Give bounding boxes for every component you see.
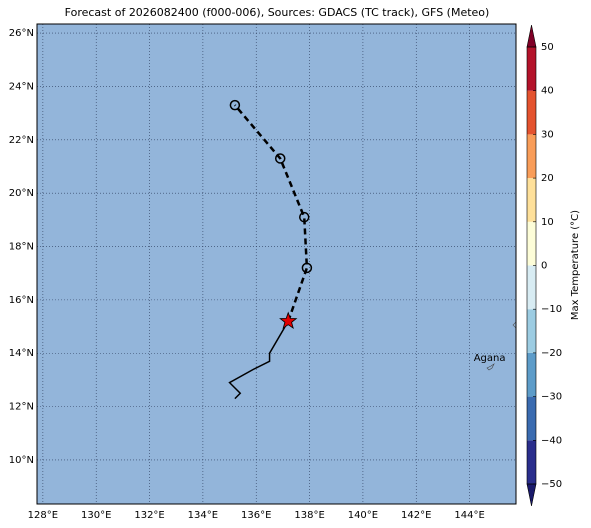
- colorbar-band: [527, 134, 536, 179]
- forecast-point: [298, 211, 310, 223]
- colorbar-tick-label: −40: [541, 435, 562, 446]
- forecast-track: [233, 104, 309, 322]
- x-tick-label: 144°E: [454, 510, 484, 521]
- forecast-point: [229, 99, 241, 111]
- y-tick-label: 10°N: [9, 455, 34, 466]
- y-tick-label: 14°N: [9, 348, 34, 359]
- island: [486, 363, 495, 371]
- y-tick-label: 12°N: [9, 402, 34, 413]
- colorbar-band: [527, 221, 536, 266]
- current-position: [279, 311, 298, 330]
- colorbar-label: Max Temperature (°C): [570, 210, 581, 320]
- y-tick-label: 20°N: [9, 188, 34, 199]
- colorbar-tick-label: 50: [541, 42, 554, 53]
- x-tick-label: 134°E: [188, 510, 218, 521]
- forecast-point: [301, 262, 313, 274]
- colorbar-tick-label: 10: [541, 217, 554, 228]
- colorbar-under: [526, 483, 537, 507]
- map-frame: [36, 23, 517, 505]
- colorbar-tick-label: −30: [541, 392, 562, 403]
- y-tick-label: 18°N: [9, 242, 34, 253]
- y-tick-label: 24°N: [9, 81, 34, 92]
- colorbar-band: [527, 309, 536, 353]
- map-title: Forecast of 2026082400 (f000-006), Sourc…: [65, 6, 490, 19]
- x-tick-label: 132°E: [134, 510, 164, 521]
- colorbar-band: [527, 178, 536, 222]
- colorbar-band: [527, 440, 536, 484]
- place-label: Agana: [474, 353, 506, 364]
- x-tick-label: 140°E: [348, 510, 378, 521]
- colorbar-tick-label: −10: [541, 304, 562, 315]
- colorbar-tick-label: 20: [541, 173, 554, 184]
- past-track: [228, 320, 289, 400]
- x-tick-label: 142°E: [401, 510, 431, 521]
- x-tick-label: 128°E: [28, 510, 58, 521]
- colorbar-tick-label: 30: [541, 129, 554, 140]
- y-tick-label: 16°N: [9, 295, 34, 306]
- x-tick-label: 136°E: [241, 510, 271, 521]
- colorbar-tick-label: −50: [541, 479, 562, 490]
- colorbar-tick-label: 0: [541, 261, 547, 272]
- forecast-point: [274, 153, 286, 164]
- colorbar-band: [527, 352, 536, 397]
- y-tick-label: 22°N: [9, 135, 34, 146]
- colorbar-band: [527, 90, 536, 135]
- colorbar-tick-label: −20: [541, 348, 562, 359]
- colorbar-band: [527, 396, 536, 441]
- colorbar-tick-label: 40: [541, 86, 554, 97]
- colorbar-band: [527, 47, 536, 91]
- ocean: [37, 24, 516, 504]
- colorbar-band: [527, 265, 536, 310]
- x-tick-label: 138°E: [294, 510, 324, 521]
- colorbar-over: [526, 24, 537, 48]
- y-tick-label: 26°N: [9, 28, 34, 39]
- x-tick-label: 130°E: [81, 510, 111, 521]
